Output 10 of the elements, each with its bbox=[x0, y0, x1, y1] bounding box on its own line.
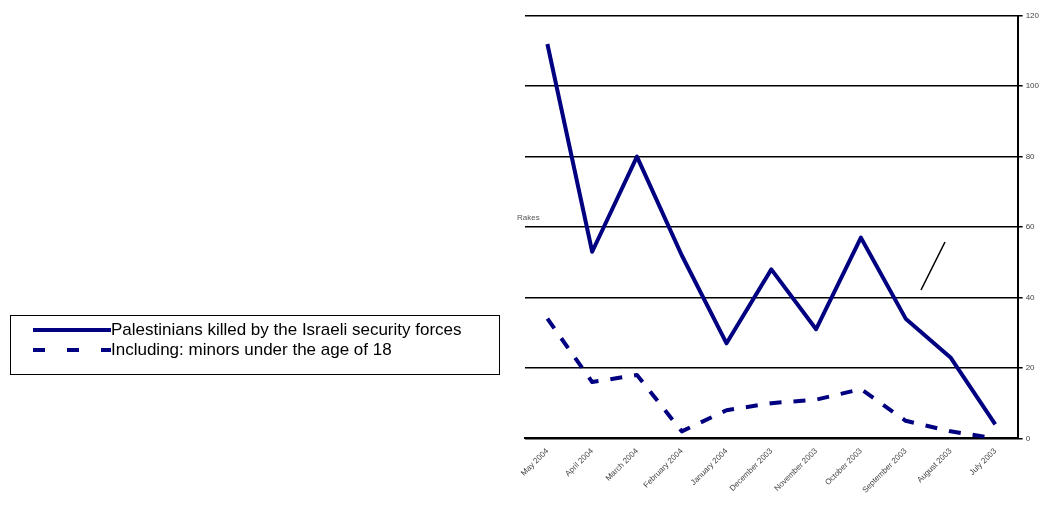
y-tick-label: 20 bbox=[1025, 363, 1036, 373]
y-tick-label: 80 bbox=[1025, 151, 1036, 161]
annotation: Rakes bbox=[517, 213, 540, 223]
legend-label: Including: minors under the age of 18 bbox=[111, 340, 392, 360]
y-tick-label: 100 bbox=[1025, 81, 1040, 91]
legend-label: Palestinians killed by the Israeli security forces bbox=[111, 320, 462, 340]
y-tick-label: 60 bbox=[1025, 222, 1036, 232]
y-tick-label: 40 bbox=[1025, 292, 1036, 302]
y-tick-label: 120 bbox=[1025, 11, 1040, 20]
y-tick-label: 0 bbox=[1025, 433, 1031, 443]
